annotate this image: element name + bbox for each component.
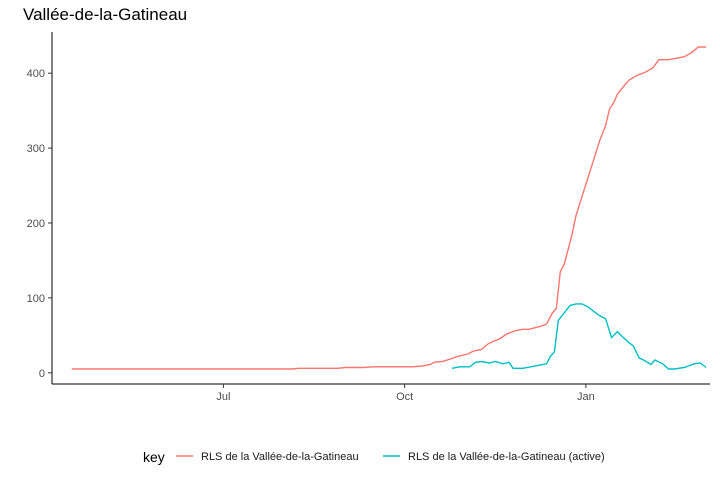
legend-title: key	[143, 449, 165, 465]
chart-title: Vallée-de-la-Gatineau	[23, 5, 187, 24]
x-tick-label: Jan	[577, 391, 595, 403]
legend-label-1: RLS de la Vallée-de-la-Gatineau (active)	[408, 451, 605, 463]
plot-area	[71, 46, 707, 370]
y-axis: 0 100 200 300 400	[27, 32, 53, 384]
y-tick-label: 0	[39, 368, 45, 380]
y-tick-label: 400	[27, 68, 45, 80]
x-tick-label: Jul	[216, 391, 230, 403]
legend: key RLS de la Vallée-de-la-Gatineau RLS d…	[143, 449, 605, 465]
series-line-1	[451, 303, 707, 370]
legend-label-0: RLS de la Vallée-de-la-Gatineau	[201, 451, 359, 463]
y-tick-label: 300	[27, 143, 45, 155]
series-line-0	[71, 46, 707, 370]
x-axis: Jul Oct Jan	[52, 383, 710, 403]
y-tick-label: 200	[27, 218, 45, 230]
x-tick-label: Oct	[396, 391, 413, 403]
y-tick-label: 100	[27, 293, 45, 305]
